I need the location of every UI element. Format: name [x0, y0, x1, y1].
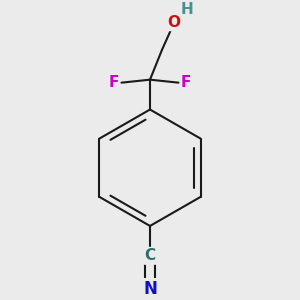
Text: F: F [181, 75, 191, 90]
Text: O: O [167, 16, 181, 31]
Text: C: C [144, 248, 156, 263]
Text: F: F [109, 75, 119, 90]
Text: N: N [143, 280, 157, 298]
Text: H: H [180, 2, 193, 17]
